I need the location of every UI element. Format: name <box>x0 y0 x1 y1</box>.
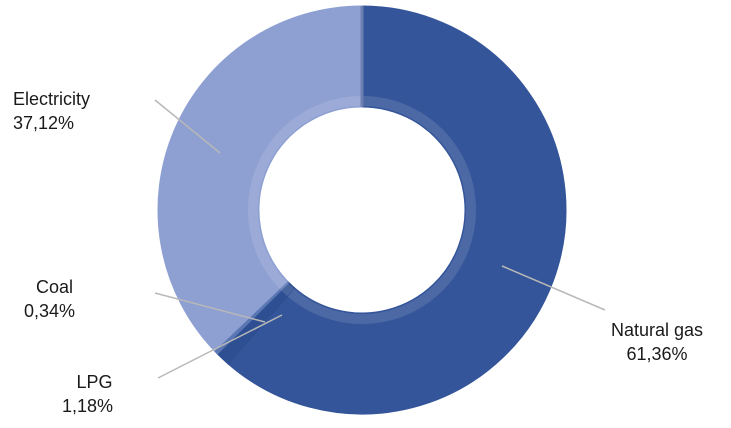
leader-line-lpg <box>157 314 283 379</box>
leader-line-electricity <box>154 99 221 154</box>
slice-electricity-bevel <box>248 96 363 289</box>
label-lpg-name: LPG <box>76 372 113 392</box>
label-natural-gas-value: 61,36% <box>626 344 688 364</box>
slice-natural-gas <box>227 5 567 415</box>
label-coal-name: Coal <box>36 277 74 297</box>
label-natural-gas: Natural gas 61,36% <box>611 318 703 366</box>
label-electricity-name: Electricity <box>13 89 91 109</box>
label-electricity: Electricity 37,12% <box>13 87 90 135</box>
slice-lpg-bevel <box>281 283 294 297</box>
label-lpg: LPG 1,18% <box>62 370 113 418</box>
label-lpg-value: 1,18% <box>62 396 114 416</box>
slice-electricity <box>157 5 363 352</box>
label-natural-gas-name: Natural gas <box>611 320 704 340</box>
label-coal: Coal 0,34% <box>24 275 75 323</box>
leader-line-natural-gas <box>501 265 606 311</box>
label-electricity-value: 37,12% <box>13 113 75 133</box>
label-coal-value: 0,34% <box>24 301 76 321</box>
slice-natural-gas-bevel <box>287 96 476 324</box>
leader-line-coal <box>154 292 266 323</box>
